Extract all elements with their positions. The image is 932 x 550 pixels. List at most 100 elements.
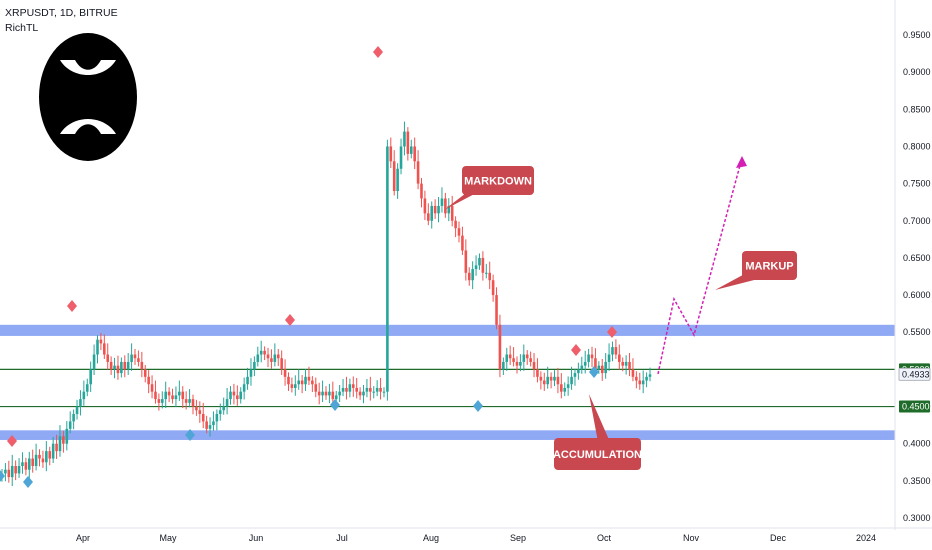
candle-body [358,391,362,396]
label-box [462,166,534,195]
price-tick-label: 0.3000 [903,513,931,523]
candle-body [338,391,341,396]
candle-body [365,387,369,392]
annotation-markup: MARKUP [715,251,797,290]
candle-body [21,462,24,466]
candle-body [409,146,413,154]
time-tick-label: Dec [770,533,787,543]
time-axis[interactable]: Apr May Jun Jul Aug Sep Oct Nov Dec 2024 [0,527,932,543]
price-tick-label: 0.6000 [903,290,931,300]
candle-body [96,339,99,355]
candle-body [103,343,106,355]
candle-body [454,220,457,229]
candle-body [471,269,474,281]
candle-body [229,391,232,400]
candle-body [628,361,631,370]
candle-body [450,205,454,221]
projection-path [657,156,747,375]
candle-body [444,198,447,214]
candle-body [130,354,133,362]
candle-body [498,324,502,370]
price-tag-box [899,400,930,413]
candle-body [65,428,69,444]
candle-body [14,465,17,474]
candle-body [532,361,536,370]
label-text: ACCUMULATION [553,449,642,461]
candle-body [481,257,485,273]
candle-body [519,361,522,366]
candle-body [396,168,399,192]
candle-body [362,391,365,396]
candle-body [222,406,225,411]
candle-body [92,354,96,370]
candle-body [348,384,352,392]
candle-body [328,391,331,396]
signal-markers [0,46,617,488]
candle-body [382,391,386,393]
candle-body [85,384,89,392]
candle-body [99,339,103,344]
candle-body [314,384,318,392]
symbol-title: XRPUSDT, 1D, BITRUE [5,7,118,19]
candle-body [539,376,543,381]
xrp-logo [39,33,137,161]
candle-body [331,391,335,400]
candle-body [10,465,14,478]
candle-body [38,454,41,459]
candle-body [604,361,607,374]
candle-body [79,399,82,407]
time-tick-label: Oct [597,533,612,543]
candle-body [208,425,212,429]
sell-signal-marker [7,435,17,447]
candle-body [167,391,171,396]
candle-body [600,365,604,374]
candle-body [253,361,256,370]
candle-body [556,376,560,385]
candle-body [174,395,178,400]
candle-body [399,146,403,169]
candle-body [62,436,65,444]
candle-body [573,373,577,377]
candle-body [31,458,34,466]
candle-body [515,361,519,366]
candle-body [542,380,546,385]
candle-body [423,198,427,214]
candle-body [307,376,311,381]
candle-body [147,376,150,385]
candle-body [440,198,444,206]
candle-body [72,413,75,422]
candle-body [89,369,92,385]
buy-signal-marker [330,399,340,411]
candle-body [164,391,168,400]
chart-header: XRPUSDT, 1D, BITRUE RichTL [5,6,118,36]
candle-body [140,361,144,370]
xrp-x-icon [60,60,116,134]
candle-body [205,421,208,429]
time-tick-label: Sep [510,533,526,543]
candle-body [171,395,174,400]
candle-body [427,213,430,221]
candle-body [195,406,198,411]
price-tag: 0.4500 [899,400,930,413]
price-tick-label: 0.9500 [903,30,931,40]
candle-body [583,361,587,366]
candle-body [109,361,113,370]
price-axis[interactable]: 0.30000.35000.40000.45000.50000.55000.60… [894,0,931,530]
candle-body [7,469,11,478]
candle-body [635,376,638,381]
candle-body [212,421,215,426]
candle-body [566,384,570,388]
candle-body [45,451,48,463]
candle-body [611,347,614,355]
price-tick-label: 0.8000 [903,141,931,151]
support-resistance-zones [0,324,895,440]
candle-body [345,387,348,392]
candle-body [133,354,137,359]
time-tick-label: 2024 [856,533,876,543]
logo-circle [39,33,137,161]
time-tick-label: Nov [683,533,700,543]
candle-body [311,380,314,385]
candle-body [290,384,294,388]
candle-body [413,146,416,162]
